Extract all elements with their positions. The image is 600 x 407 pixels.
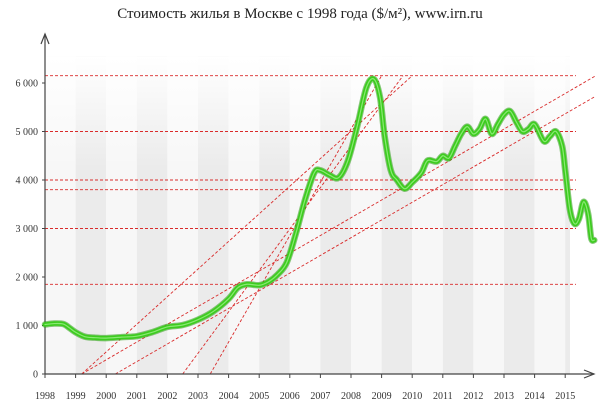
x-tick-label: 2012 xyxy=(463,391,483,402)
x-tick-label: 2013 xyxy=(494,391,514,402)
price-line-highlight xyxy=(44,78,595,339)
x-tick-label: 1999 xyxy=(66,391,86,402)
y-tick-label: 6 000 xyxy=(16,79,39,90)
y-axis-arrow xyxy=(40,32,50,45)
chart-title: Стоимость жилья в Москве с 1998 года ($/… xyxy=(117,6,483,22)
diagonal-trend-line xyxy=(115,95,597,375)
y-tick-label: 2 000 xyxy=(16,273,39,284)
y-tick-label: 5 000 xyxy=(16,127,39,138)
band-fade xyxy=(45,56,570,375)
x-tick-label: 2001 xyxy=(127,391,147,402)
x-tick-label: 2006 xyxy=(280,391,300,402)
x-tick-label: 2015 xyxy=(555,391,575,402)
x-tick-label: 2000 xyxy=(96,391,116,402)
x-tick-label: 1998 xyxy=(35,391,55,402)
diagonal-trend-line xyxy=(182,75,404,375)
x-tick-label: 2010 xyxy=(402,391,422,402)
y-tick-label: 0 xyxy=(33,370,38,381)
y-tick-label: 4 000 xyxy=(16,176,39,187)
x-tick-label: 2011 xyxy=(433,391,453,402)
x-tick-label: 2003 xyxy=(188,391,208,402)
diagonal-trend-line xyxy=(81,75,597,375)
x-tick-label: 2007 xyxy=(310,391,330,402)
x-axis-arrow xyxy=(583,369,596,379)
x-tick-label: 2008 xyxy=(341,391,361,402)
x-tick-label: 2004 xyxy=(219,391,239,402)
x-tick-label: 2005 xyxy=(249,391,269,402)
x-tick-label: 2014 xyxy=(525,391,545,402)
y-tick-label: 1 000 xyxy=(16,321,39,332)
y-tick-label: 3 000 xyxy=(16,224,39,235)
x-tick-label: 2002 xyxy=(157,391,177,402)
x-tick-label: 2009 xyxy=(372,391,392,402)
